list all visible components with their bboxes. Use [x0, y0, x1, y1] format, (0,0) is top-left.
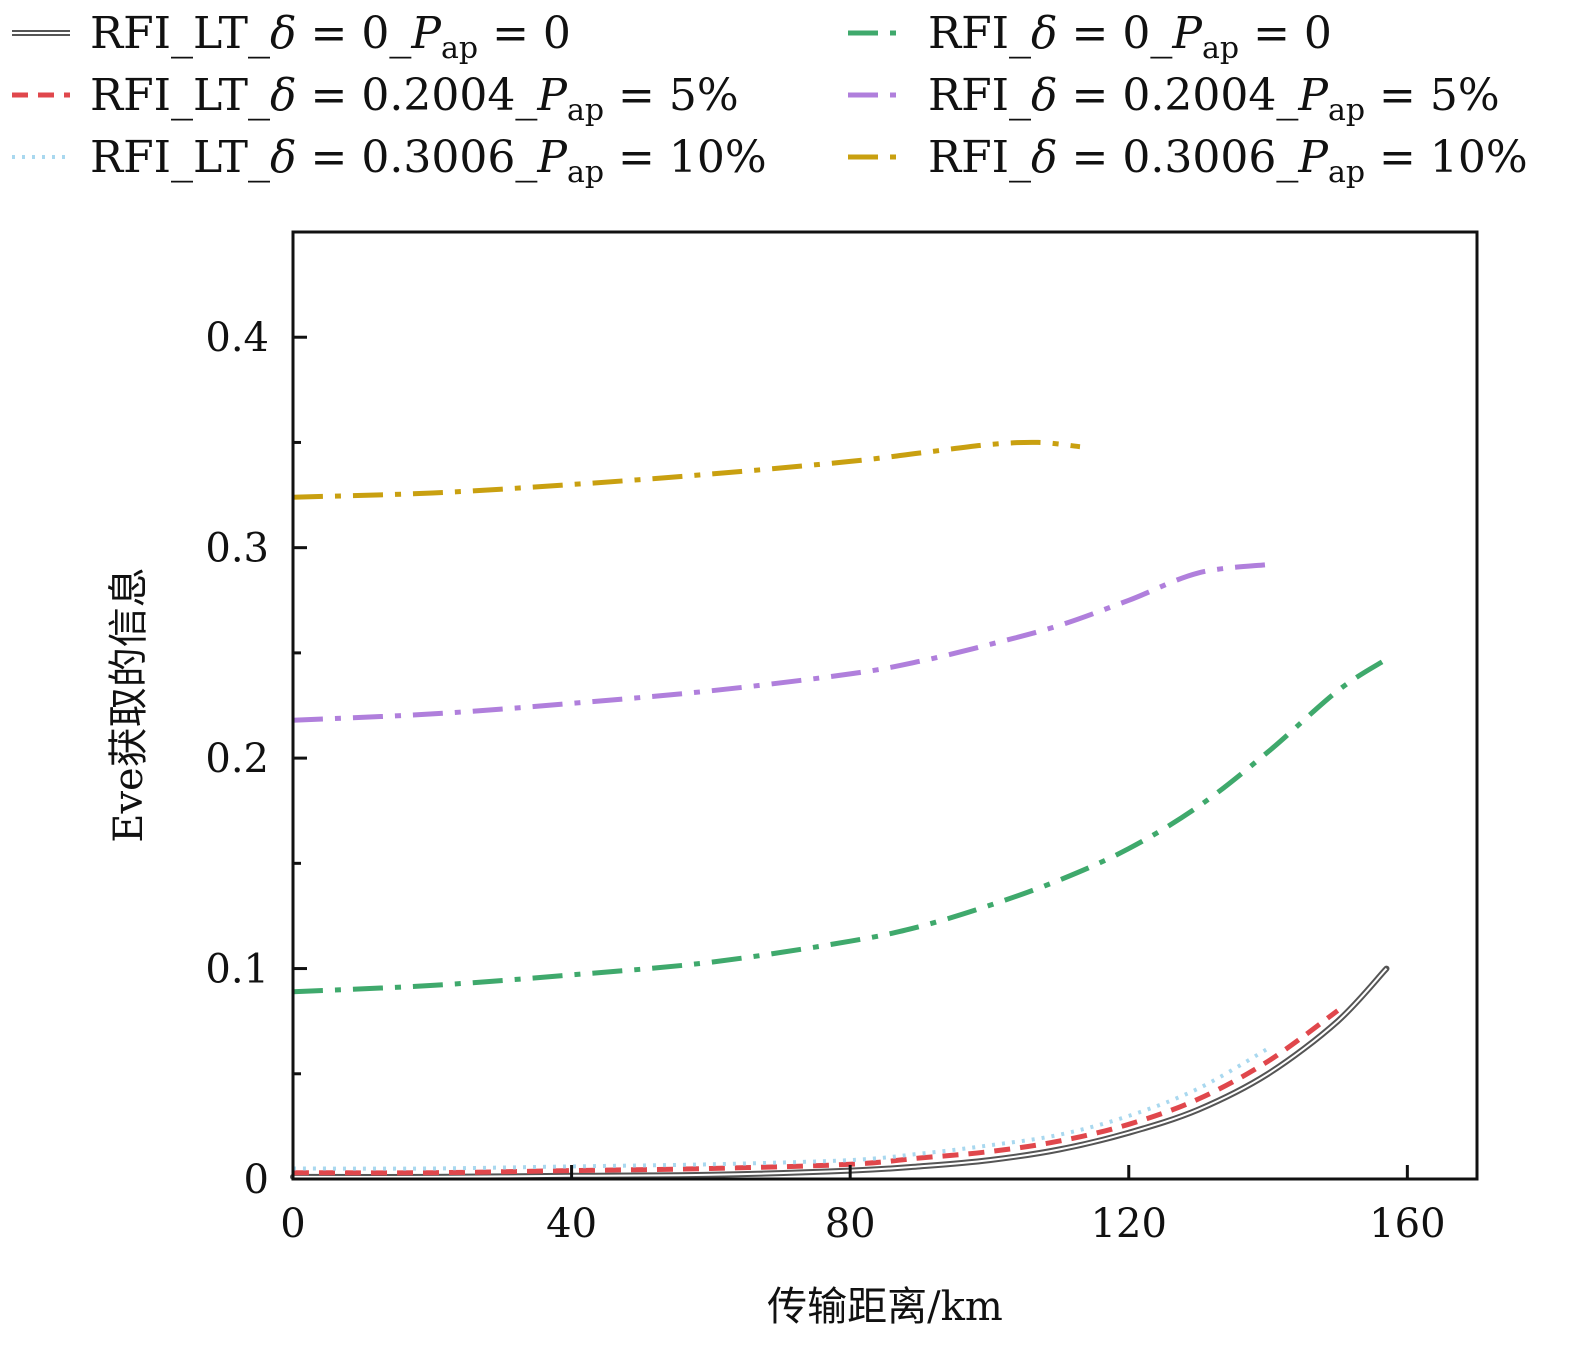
axis-ticks: 0 40 80 120 160 0 0.1 0.2 0.3 0.4	[205, 315, 1445, 1247]
legend-entry-0: RFI_LT_δ = 0_Pap = 0	[12, 8, 571, 66]
plot-frame	[291, 230, 1479, 1181]
series-line-3	[292, 657, 1388, 995]
x-tick-label: 120	[1091, 1201, 1167, 1247]
legend-entry-1: RFI_LT_δ = 0.2004_Pap = 5%	[12, 70, 739, 128]
legend-entry-2: RFI_LT_δ = 0.3006_Pap = 10%	[12, 132, 767, 190]
y-tick-label: 0.1	[205, 947, 269, 993]
series-line-path	[292, 657, 1388, 995]
series-line-1	[292, 1008, 1340, 1176]
series-line-core	[292, 967, 1388, 1178]
legend-label: RFI_δ = 0.3006_Pap = 10%	[928, 132, 1528, 190]
legend-entry-3: RFI_δ = 0_Pap = 0	[848, 8, 1332, 66]
series-line-5	[292, 439, 1081, 500]
legend-label: RFI_LT_δ = 0_Pap = 0	[90, 8, 571, 66]
series-line-outline	[290, 965, 1390, 1180]
series-line-4	[292, 562, 1269, 723]
y-axis-title: Eve获取的信息	[106, 567, 152, 842]
series-line-0	[290, 965, 1390, 1180]
series-line-path	[292, 562, 1269, 723]
y-tick-label: 0	[244, 1157, 269, 1203]
series-line-path	[292, 1046, 1270, 1171]
legend-entry-4: RFI_δ = 0.2004_Pap = 5%	[848, 70, 1500, 128]
series-layer	[290, 439, 1390, 1180]
y-tick-label: 0.3	[205, 526, 269, 572]
legend-label: RFI_δ = 0_Pap = 0	[928, 8, 1332, 66]
legend-entry-5: RFI_δ = 0.3006_Pap = 10%	[848, 132, 1528, 190]
y-tick-label: 0.4	[205, 315, 269, 361]
x-tick-label: 0	[280, 1201, 305, 1247]
legend-label: RFI_δ = 0.2004_Pap = 5%	[928, 70, 1500, 128]
x-tick-label: 40	[546, 1201, 597, 1247]
legend-label: RFI_LT_δ = 0.3006_Pap = 10%	[90, 132, 767, 190]
x-tick-label: 160	[1369, 1201, 1445, 1247]
x-axis-title: 传输距离/km	[767, 1284, 1003, 1330]
legend-label: RFI_LT_δ = 0.2004_Pap = 5%	[90, 70, 739, 128]
x-tick-label: 80	[825, 1201, 876, 1247]
series-line-path	[292, 439, 1081, 500]
y-tick-label: 0.2	[205, 736, 269, 782]
series-line-path	[292, 1008, 1340, 1176]
series-line-2	[292, 1046, 1270, 1171]
